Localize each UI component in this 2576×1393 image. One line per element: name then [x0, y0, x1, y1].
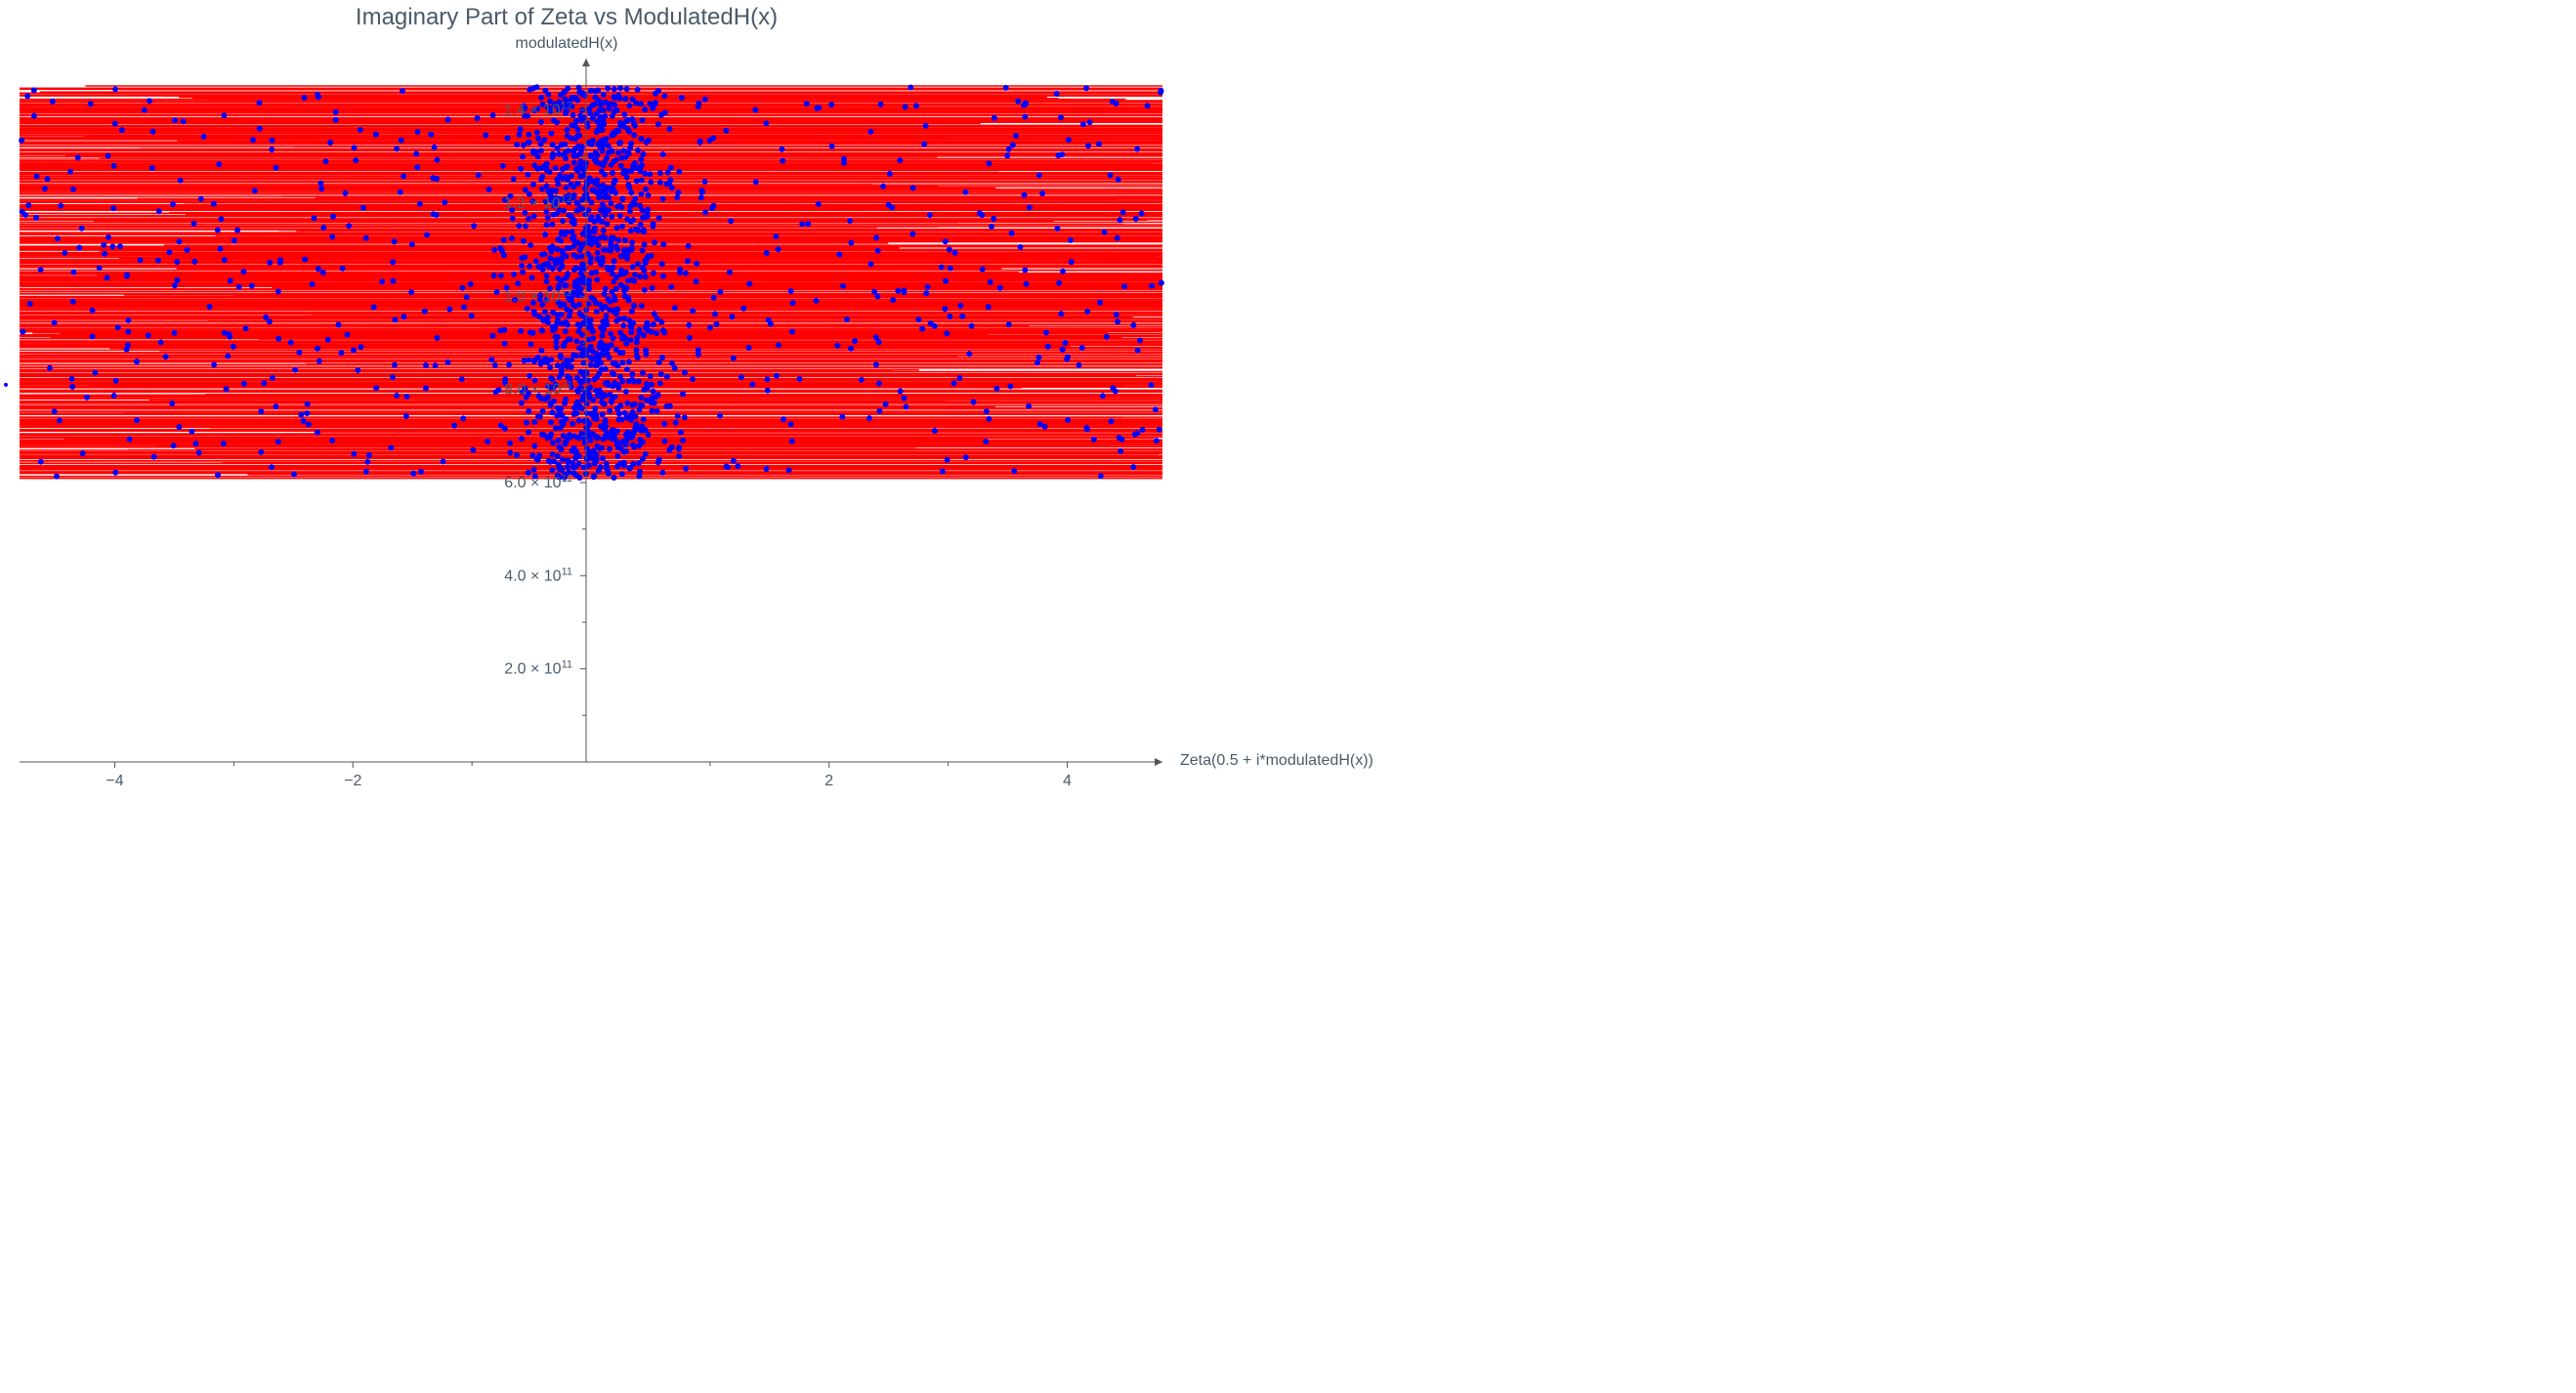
svg-text:4.0 × 1011: 4.0 × 1011	[504, 566, 572, 584]
svg-text:4: 4	[1063, 773, 1072, 789]
chart-xlabel: Zeta(0.5 + i*modulatedH(x))	[1180, 752, 1373, 770]
chart-container: Imaginary Part of Zeta vs ModulatedH(x) …	[0, 0, 1485, 801]
plot-svg: −4−2242.0 × 10114.0 × 10116.0 × 10118.0 …	[0, 0, 1485, 801]
svg-text:−4: −4	[106, 773, 123, 789]
svg-text:6.0 × 1011: 6.0 × 1011	[504, 473, 572, 491]
svg-text:2.0 × 1011: 2.0 × 1011	[504, 659, 572, 678]
svg-text:2: 2	[824, 773, 833, 789]
svg-text:−2: −2	[344, 773, 361, 789]
